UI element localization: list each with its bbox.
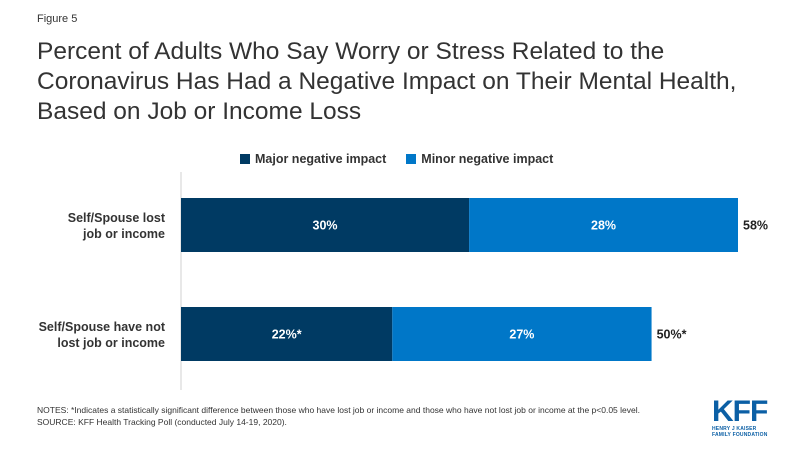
- legend-item-minor: Minor negative impact: [406, 152, 553, 166]
- data-label-major-1: 22%*: [272, 328, 302, 342]
- kff-logo: KFF HENRY J KAISER FAMILY FOUNDATION: [712, 395, 774, 439]
- bar-major-0: [181, 198, 470, 252]
- data-label-major-0: 30%: [313, 219, 338, 233]
- legend-item-major: Major negative impact: [240, 152, 386, 166]
- notes: NOTES: *Indicates a statistically signif…: [37, 404, 697, 428]
- total-label-0: 58%: [743, 219, 768, 233]
- legend-swatch-minor: [406, 154, 417, 164]
- data-label-minor-0: 28%: [591, 219, 616, 233]
- bar-major-1: [181, 307, 393, 361]
- category-label-0: Self/Spouse lost job or income: [68, 211, 166, 241]
- data-label-minor-1: 27%: [509, 328, 534, 342]
- legend-label-major: Major negative impact: [255, 152, 387, 166]
- chart-title: Percent of Adults Who Say Worry or Stres…: [37, 38, 737, 125]
- total-label-1: 50%*: [657, 328, 687, 342]
- logo-subline-1: HENRY J KAISER: [712, 426, 757, 432]
- logo-mark: KFF: [712, 395, 768, 428]
- notes-line: NOTES: *Indicates a statistically signif…: [37, 405, 640, 415]
- legend-label-minor: Minor negative impact: [421, 152, 554, 166]
- logo-subline-2: FAMILY FOUNDATION: [712, 432, 768, 438]
- category-label-1: Self/Spouse have not lost job or income: [39, 320, 166, 350]
- bar-minor-0: [469, 198, 738, 252]
- legend-swatch-major: [240, 154, 250, 164]
- legend: Major negative impact Minor negative imp…: [240, 152, 553, 166]
- source-line: SOURCE: KFF Health Tracking Poll (conduc…: [37, 417, 287, 427]
- bar-minor-1: [392, 307, 652, 361]
- figure-label: Figure 5: [37, 13, 78, 25]
- bar-chart: 30% 28% 58% Self/Spouse lost job or income 22…: [39, 172, 768, 390]
